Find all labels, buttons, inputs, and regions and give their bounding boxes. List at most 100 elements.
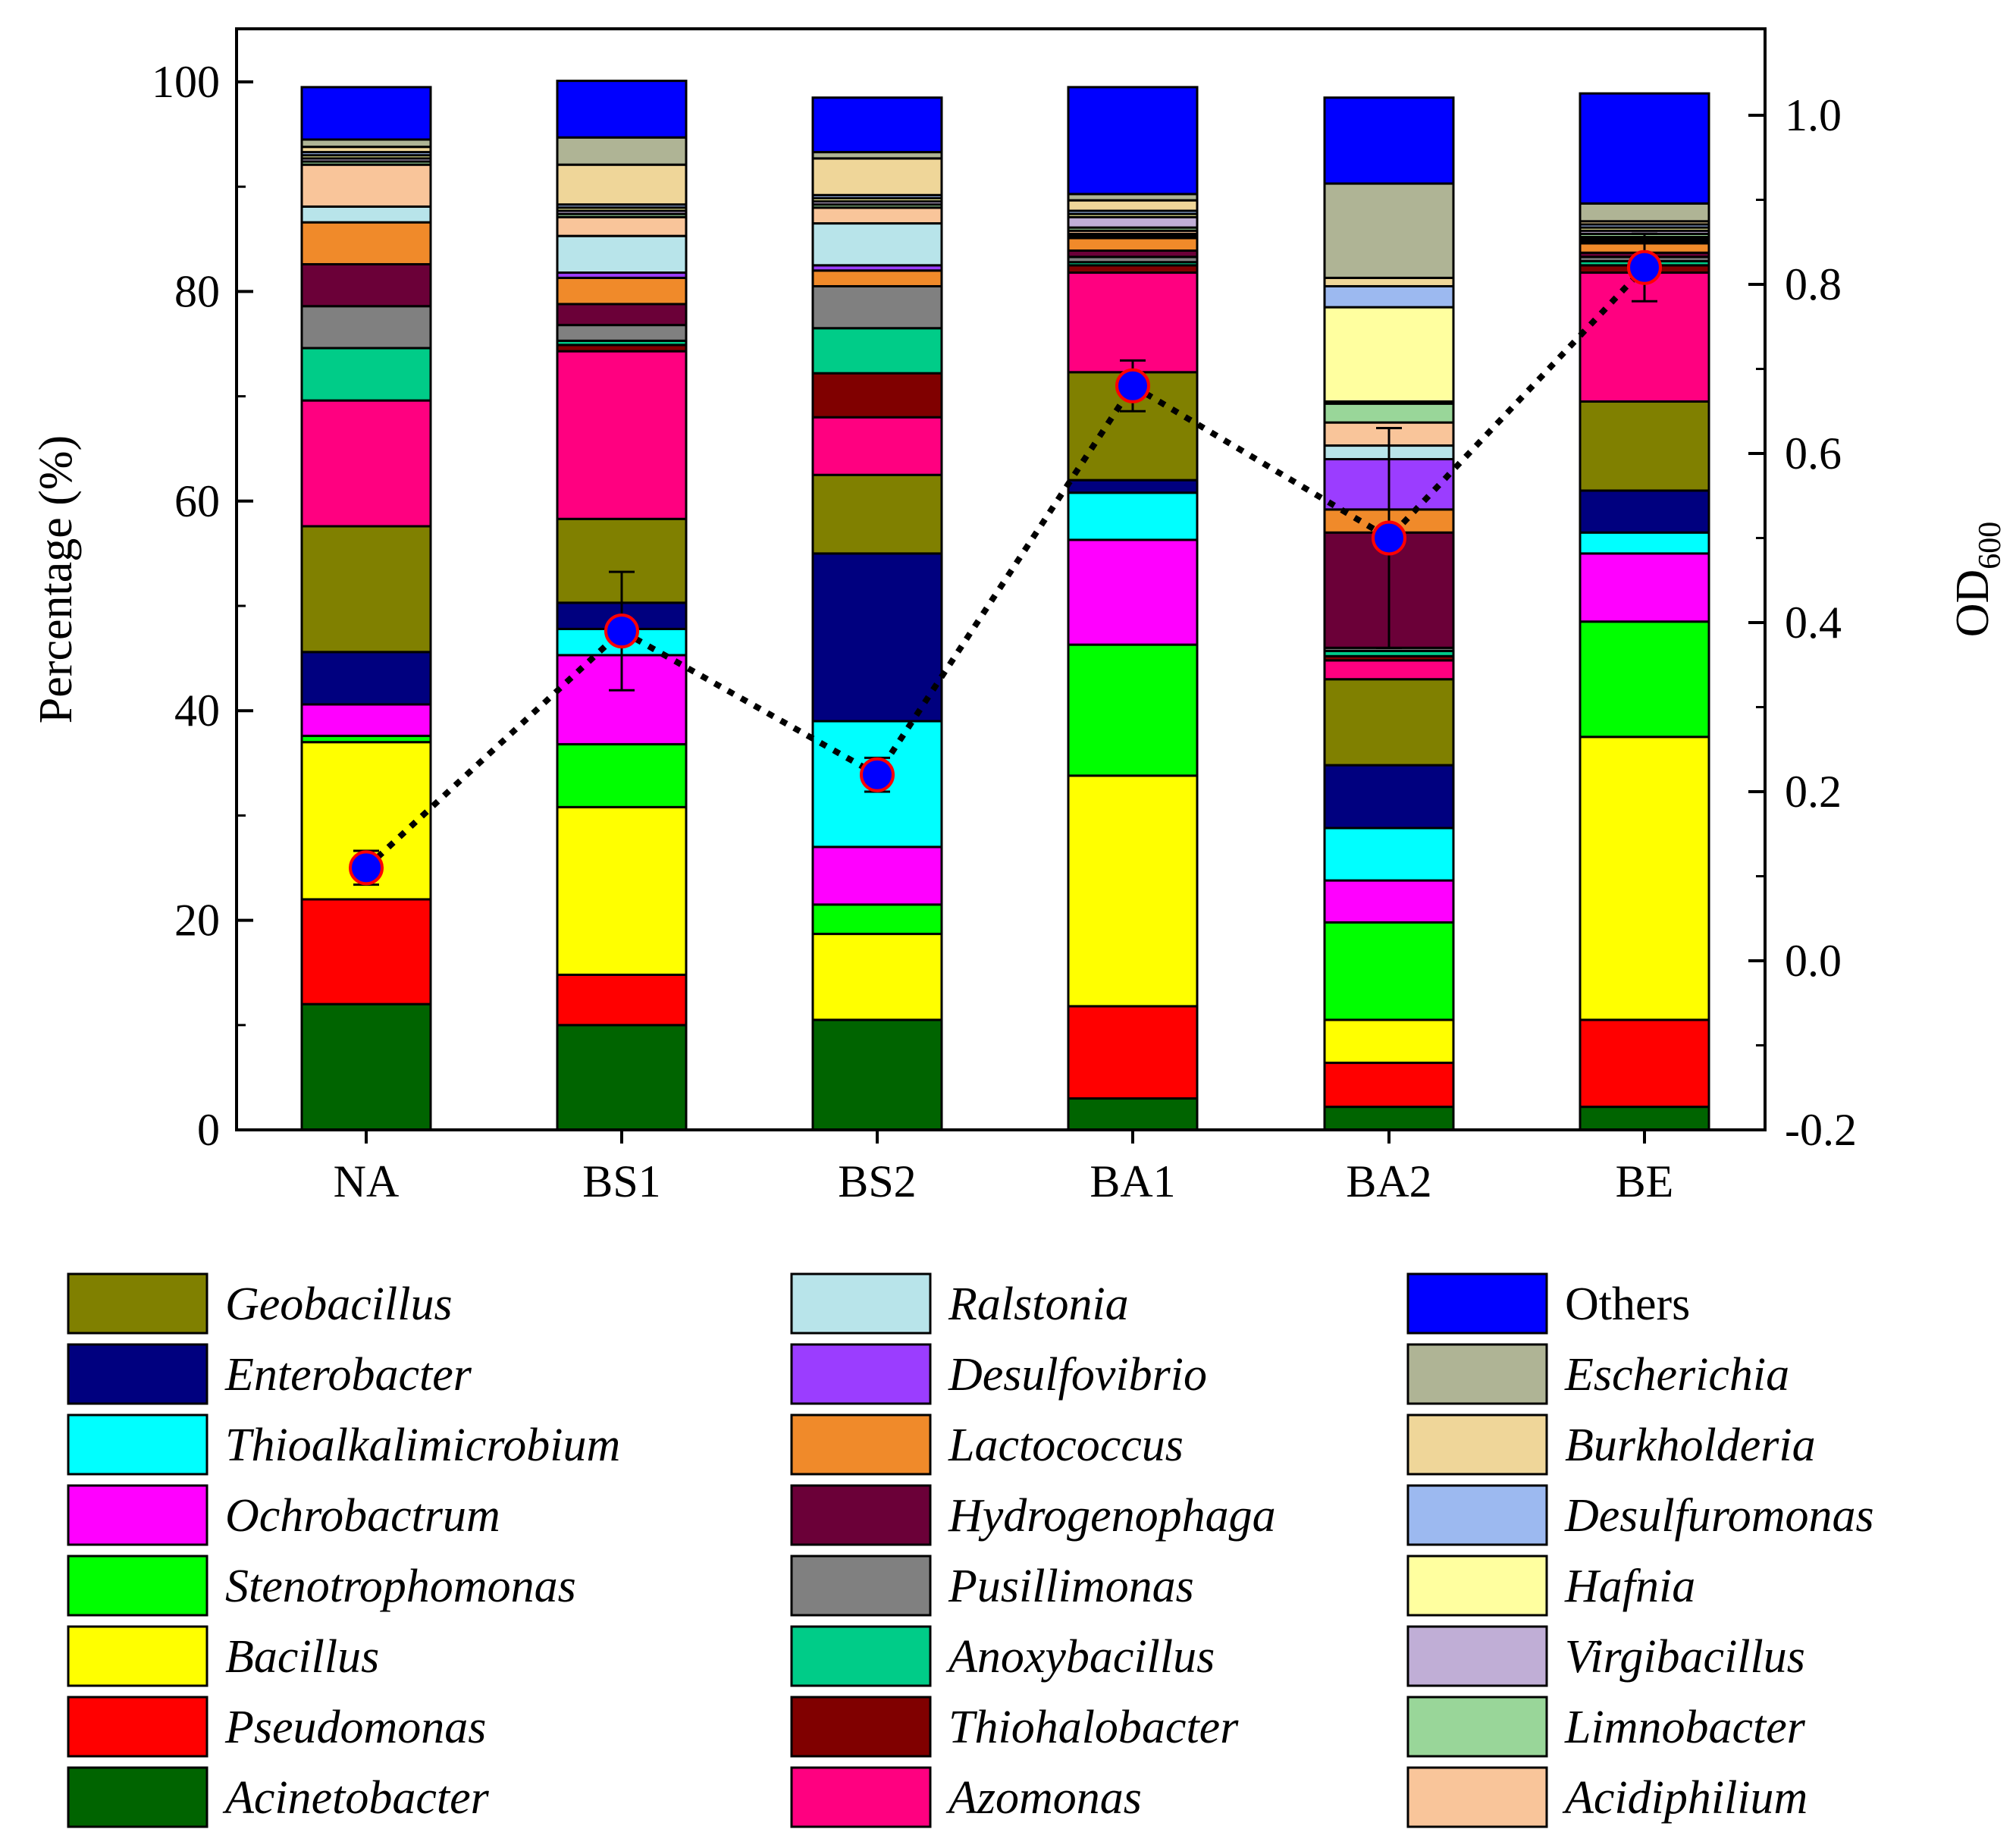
bar-segment-azomonas-ba2: [1323, 659, 1455, 681]
bar-segment-enterobacter-ba1: [1067, 478, 1199, 494]
bar-segment-bacillus-ba1: [1067, 774, 1199, 1008]
legend-item-hydrogenophaga: Hydrogenophaga: [790, 1484, 1276, 1546]
axes-layer: 0 20 40 60 80 100 -0.2 0.0 0.2 0.4 0.6 0.8 1.0 NA BS1 B…: [30, 57, 2008, 1206]
legend-item-acinetobacter: Acinetobacter: [67, 1766, 490, 1828]
bar-segment-burkholderia-bs1: [556, 163, 688, 206]
bar-segment-acinetobacter-ba2: [1323, 1106, 1455, 1131]
legend-swatch-bacillus: [67, 1625, 208, 1687]
bar-segment-pseudomonas-na: [300, 898, 432, 1006]
bar-segment-bacillus-bs1: [556, 805, 688, 976]
y-tick-label-60: 60: [174, 476, 220, 526]
bar-segment-others-ba2: [1323, 96, 1455, 185]
od600-point-bs1: [604, 613, 639, 649]
legend-label-anoxybacillus: Anoxybacillus: [945, 1631, 1215, 1683]
bar-segment-geobacillus-bs2: [811, 473, 943, 555]
legend-item-desulfuromonas: Desulfuromonas: [1406, 1484, 1874, 1546]
legend-label-bacillus: Bacillus: [225, 1631, 379, 1683]
bar-segment-ochrobactrum-ba1: [1067, 538, 1199, 646]
bar-segment-thioalkalimicrobium-ba2: [1323, 827, 1455, 882]
legend-item-others: Others: [1406, 1272, 1690, 1335]
legend-label-thioalkalimicrobium: Thioalkalimicrobium: [225, 1420, 620, 1471]
legend-label-desulfuromonas: Desulfuromonas: [1564, 1490, 1874, 1542]
bar-segment-ochrobactrum-be: [1579, 552, 1710, 623]
bar-segment-ralstonia-na: [300, 205, 432, 224]
bar-stack-ba2: [1323, 96, 1455, 1131]
bar-segment-thioalkalimicrobium-be: [1579, 531, 1710, 555]
od600-line: [364, 265, 1647, 871]
legend-label-azomonas: Azomonas: [945, 1772, 1142, 1824]
bar-segment-acidiphilium-bs2: [811, 206, 943, 225]
legend-swatch-acidiphilium: [1406, 1766, 1548, 1828]
bar-segment-azomonas-ba1: [1067, 271, 1199, 374]
bar-segment-acinetobacter-ba1: [1067, 1097, 1199, 1131]
y-tick-label-20: 20: [174, 896, 220, 946]
legend-swatch-thiohalobacter: [790, 1696, 932, 1758]
legend-swatch-pseudomonas: [67, 1696, 208, 1758]
y-tick-label-0: 0: [197, 1105, 220, 1155]
bar-segment-others-na: [300, 86, 432, 141]
od600-point-na: [349, 850, 384, 886]
legend-swatch-lactococcus: [790, 1413, 932, 1476]
legend-label-enterobacter: Enterobacter: [224, 1349, 472, 1401]
bar-segment-pusillimonas-bs2: [811, 284, 943, 330]
legend-label-geobacillus: Geobacillus: [225, 1279, 453, 1330]
bar-segment-lactococcus-ba1: [1067, 237, 1199, 253]
legend-label-acinetobacter: Acinetobacter: [222, 1772, 490, 1824]
legend-label-hafnia: Hafnia: [1564, 1561, 1695, 1612]
legend-swatch-virgibacillus: [1406, 1625, 1548, 1687]
y2-tick-label-0-4: 0.4: [1785, 598, 1842, 648]
bar-segment-pseudomonas-ba1: [1067, 1005, 1199, 1100]
bar-segment-burkholderia-ba1: [1067, 199, 1199, 212]
legend-item-ralstonia: Ralstonia: [790, 1272, 1129, 1335]
legend-item-azomonas: Azomonas: [790, 1766, 1142, 1828]
bar-segment-escherichia-be: [1579, 202, 1710, 223]
legend-label-thiohalobacter: Thiohalobacter: [948, 1702, 1239, 1753]
bar-segment-virgibacillus-ba1: [1067, 215, 1199, 229]
bar-segment-lactococcus-bs1: [556, 276, 688, 306]
legend-swatch-escherichia: [1406, 1343, 1548, 1405]
bar-segment-stenotrophomonas-bs2: [811, 903, 943, 936]
legend-swatch-acinetobacter: [67, 1766, 208, 1828]
od600-line-layer: [349, 232, 1662, 886]
bar-segment-ralstonia-bs1: [556, 234, 688, 275]
legend-swatch-desulfovibrio: [790, 1343, 932, 1405]
bar-segment-lactococcus-na: [300, 221, 432, 265]
bar-segment-enterobacter-be: [1579, 489, 1710, 534]
legend-label-ralstonia: Ralstonia: [948, 1279, 1129, 1330]
legend-swatch-enterobacter: [67, 1343, 208, 1405]
bar-segment-ralstonia-bs2: [811, 222, 943, 267]
od600-point-ba1: [1115, 368, 1150, 403]
x-tick-label-ba2: BA2: [1346, 1156, 1431, 1206]
bar-segment-ochrobactrum-na: [300, 703, 432, 737]
bar-segment-pseudomonas-be: [1579, 1018, 1710, 1109]
od600-point-be: [1627, 249, 1662, 285]
bar-segment-azomonas-na: [300, 399, 432, 528]
bar-stack-na: [300, 86, 432, 1131]
bar-segment-enterobacter-ba2: [1323, 764, 1455, 830]
legend-label-others: Others: [1565, 1279, 1690, 1330]
bar-segment-limnobacter-ba2: [1323, 402, 1455, 424]
bars-layer: [300, 80, 1710, 1131]
bar-segment-ochrobactrum-bs2: [811, 846, 943, 906]
bar-segment-lactococcus-bs2: [811, 269, 943, 287]
legend-item-escherichia: Escherichia: [1406, 1343, 1789, 1405]
legend-label-hydrogenophaga: Hydrogenophaga: [948, 1490, 1276, 1542]
bar-segment-anoxybacillus-na: [300, 347, 432, 402]
legend-label-desulfovibrio: Desulfovibrio: [948, 1349, 1207, 1401]
legend-item-ochrobactrum: Ochrobactrum: [67, 1484, 500, 1546]
legend-swatch-ralstonia: [790, 1272, 932, 1335]
legend-item-virgibacillus: Virgibacillus: [1406, 1625, 1805, 1687]
y2-tick-label-0-6: 0.6: [1785, 428, 1842, 478]
legend-item-anoxybacillus: Anoxybacillus: [790, 1625, 1215, 1687]
legend-label-escherichia: Escherichia: [1564, 1349, 1789, 1401]
legend-item-limnobacter: Limnobacter: [1406, 1696, 1806, 1758]
od600-point-bs2: [860, 757, 895, 792]
bar-segment-acidiphilium-bs1: [556, 215, 688, 237]
bar-segment-others-ba1: [1067, 86, 1199, 196]
bar-segment-burkholderia-bs2: [811, 157, 943, 196]
legend-label-virgibacillus: Virgibacillus: [1565, 1631, 1805, 1683]
legend-item-lactococcus: Lactococcus: [790, 1413, 1184, 1476]
bar-segment-escherichia-bs1: [556, 136, 688, 166]
legend-item-bacillus: Bacillus: [67, 1625, 379, 1687]
